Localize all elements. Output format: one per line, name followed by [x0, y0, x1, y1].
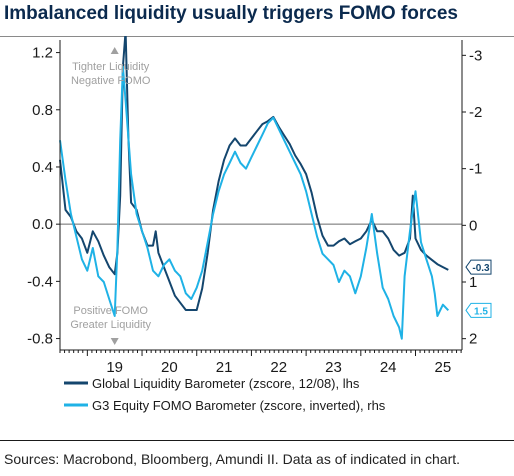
bottom-annotation-line-2: Greater Liquidity — [70, 319, 151, 331]
x-axis-tick-label: 23 — [325, 359, 342, 376]
x-axis-tick-label: 19 — [106, 359, 123, 376]
top-annotation-line-2: Negative FOMO — [71, 75, 151, 87]
left-axis-tick-label: -0.8 — [27, 331, 53, 348]
up-arrow-icon — [110, 47, 119, 54]
right-axis-tick-label: 2 — [469, 331, 477, 348]
down-arrow-icon — [110, 338, 119, 345]
rhs-end-value-label-box — [465, 302, 492, 318]
top-divider — [0, 36, 514, 37]
x-axis-tick-label: 22 — [270, 359, 287, 376]
chart-canvas: 1.2 0.8 0.4 0.0 -0.4 -0.8 -3 -2 -1 0 1 2 19 20 21 22 23 2… — [27, 36, 492, 413]
right-axis-tick-label: 0 — [469, 217, 477, 234]
lhs-end-value-label: -0.3 — [472, 263, 490, 274]
left-axis-tick-label: 0.0 — [32, 216, 53, 233]
x-axis-tick-label: 21 — [216, 359, 233, 376]
legend-label: G3 Equity FOMO Barometer (zscore, invert… — [92, 398, 386, 413]
chart: 1.2 0.8 0.4 0.0 -0.4 -0.8 -3 -2 -1 0 1 2 19 20 21 22 23 2… — [0, 36, 514, 432]
legend-label: Global Liquidity Barometer (zscore, 12/0… — [92, 376, 360, 391]
source-note: Sources: Macrobond, Bloomberg, Amundi II… — [4, 451, 461, 467]
right-axis-tick-label: -2 — [469, 104, 482, 121]
right-axis-tick-label: 1 — [469, 274, 477, 291]
x-axis-tick-label: 24 — [380, 359, 397, 376]
right-axis-tick-label: -3 — [469, 47, 482, 64]
rhs-end-value-label: 1.5 — [474, 306, 488, 317]
right-axis-tick-label: -1 — [469, 161, 482, 178]
bottom-divider — [0, 440, 514, 441]
lhs-end-value-label-box — [465, 259, 492, 275]
left-axis-tick-label: 0.8 — [32, 102, 53, 119]
chart-title: Imbalanced liquidity usually triggers FO… — [4, 3, 458, 24]
top-annotation-line-1: Tighter Liquidity — [72, 61, 150, 73]
bottom-annotation-line-1: Positive FOMO — [73, 305, 148, 317]
fomo-barometer-series-line — [59, 65, 450, 340]
left-axis-tick-label: 0.4 — [32, 159, 53, 176]
left-axis-tick-label: 1.2 — [32, 45, 53, 62]
x-axis-tick-label: 20 — [161, 359, 178, 376]
x-axis-tick-label: 25 — [435, 359, 452, 376]
left-axis-tick-label: -0.4 — [27, 273, 53, 290]
